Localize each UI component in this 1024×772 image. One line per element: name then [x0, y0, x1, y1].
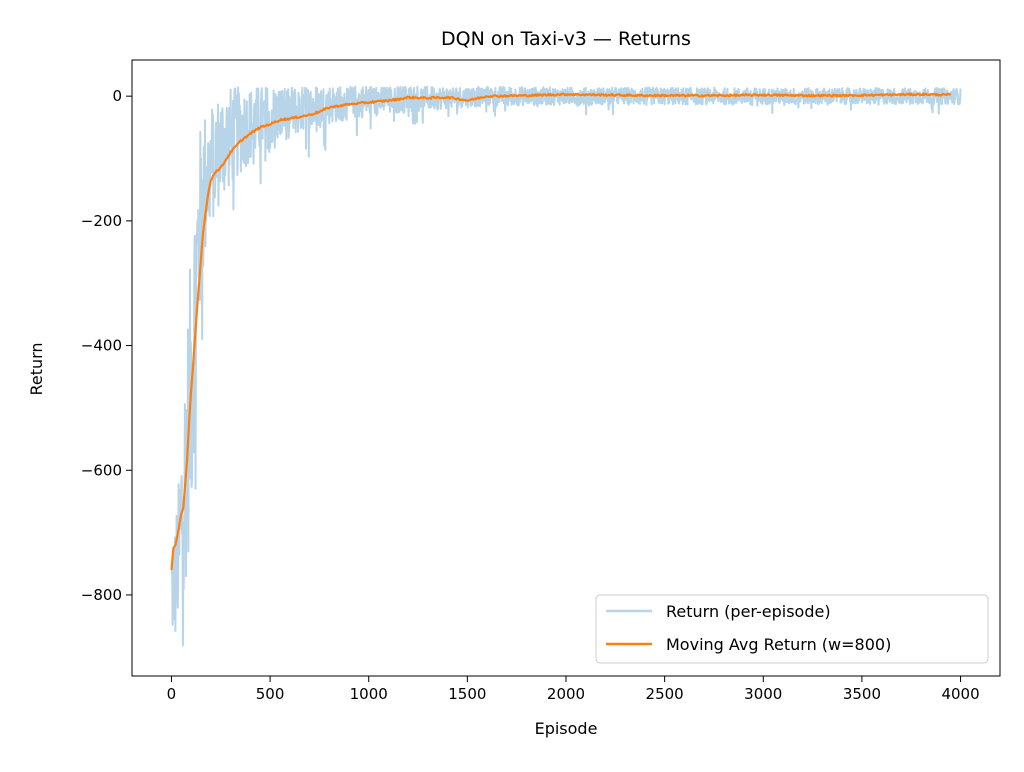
legend-label-moving-avg: Moving Avg Return (w=800)	[666, 635, 891, 654]
y-axis: −800 −600 −400 −200 0	[81, 87, 132, 604]
y-tick-label: −800	[81, 586, 122, 604]
y-tick-label: 0	[112, 87, 122, 105]
y-axis-label: Return	[27, 342, 46, 395]
legend: Return (per-episode) Moving Avg Return (…	[595, 594, 989, 664]
x-axis: 0 500 1000 1500 2000 2500 3000 3500 4000	[167, 676, 980, 703]
x-tick-label: 4000	[941, 685, 979, 703]
x-tick-label: 0	[167, 685, 177, 703]
y-tick-label: −600	[81, 461, 122, 479]
series-return-line	[170, 85, 962, 647]
x-tick-label: 3500	[843, 685, 881, 703]
x-tick-label: 1500	[448, 685, 486, 703]
plot-data-layer	[170, 85, 962, 647]
x-tick-label: 3000	[744, 685, 782, 703]
series-moving-avg-line	[170, 92, 952, 571]
y-tick-label: −400	[81, 337, 122, 355]
x-axis-label: Episode	[535, 719, 598, 738]
x-tick-label: 2500	[646, 685, 684, 703]
legend-label-return: Return (per-episode)	[666, 602, 831, 621]
y-tick-label: −200	[81, 212, 122, 230]
chart-title: DQN on Taxi-v3 — Returns	[441, 28, 691, 50]
legend-box	[595, 594, 989, 664]
x-tick-label: 500	[256, 685, 285, 703]
x-tick-label: 1000	[350, 685, 388, 703]
x-tick-label: 2000	[547, 685, 585, 703]
